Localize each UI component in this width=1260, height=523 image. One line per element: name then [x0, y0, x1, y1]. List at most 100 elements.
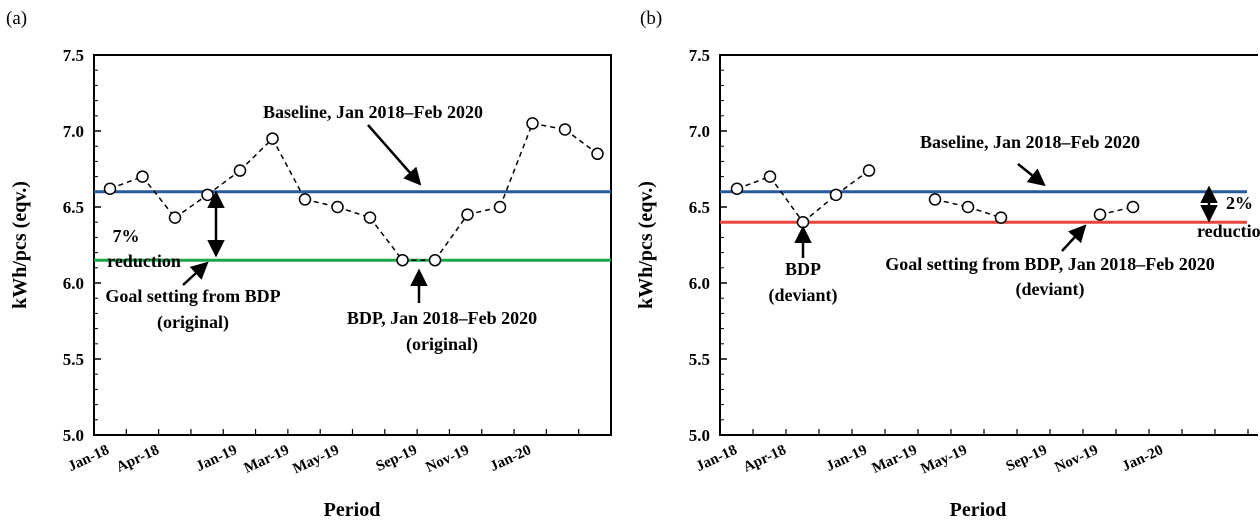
goal-label-a-line2: (original): [157, 312, 229, 333]
series-segment: [174, 194, 208, 219]
data-point: [363, 211, 377, 224]
data-point: [763, 170, 777, 183]
data-point: [493, 200, 507, 214]
data-point: [591, 147, 604, 161]
x-tick-label: Jan-18: [694, 442, 740, 475]
bdp-label-b-line1: BDP: [785, 259, 821, 279]
x-tick-label: Jan-20: [1120, 442, 1166, 475]
y-tick-label: 7.5: [689, 46, 710, 65]
panel-label-a: (a): [6, 8, 27, 29]
baseline-label-b: Baseline, Jan 2018–Feb 2020: [920, 132, 1140, 152]
y-tick-label: 7.0: [689, 122, 710, 141]
baseline-label-a: Baseline, Jan 2018–Feb 2020: [263, 102, 483, 122]
x-tick-label: Sep-19: [374, 442, 420, 475]
series-segment: [434, 214, 469, 261]
series-segment: [835, 169, 870, 196]
data-point: [730, 182, 744, 196]
x-tick-label: Nov-19: [423, 442, 471, 476]
y-tick-label: 6.5: [63, 198, 84, 217]
data-point: [201, 188, 214, 202]
data-point: [862, 164, 876, 177]
series-segment: [207, 169, 241, 196]
data-point: [796, 215, 810, 229]
data-point: [994, 211, 1008, 224]
series-a: [103, 117, 604, 267]
panel-a: (a) 5.05.56.06.57.07.5 Jan-18 Apr-18 Jan-1…: [6, 8, 612, 521]
series-b: [730, 164, 1140, 229]
data-point: [331, 200, 344, 214]
y-tick-label: 7.0: [63, 122, 84, 141]
data-point: [136, 170, 149, 183]
data-point: [168, 211, 182, 224]
y-tick-label: 6.5: [689, 198, 710, 217]
panel-b: (b) 5.05.56.06.57.07.5 Jan-18 Apr-18 Jan-1…: [635, 8, 1260, 521]
data-point: [461, 208, 474, 221]
data-point: [428, 253, 442, 267]
x-tick-label: Jan-19: [194, 442, 240, 475]
y-tick-label: 6.0: [63, 274, 84, 293]
x-tick-label: Jan-18: [66, 442, 112, 475]
x-tick-label: Apr-18: [114, 442, 162, 476]
baseline-arrow-b: [1017, 163, 1046, 187]
series-segment: [271, 138, 306, 200]
data-point: [928, 193, 942, 206]
y-tick-label: 6.0: [689, 274, 710, 293]
x-tick-label: Mar-19: [242, 442, 292, 477]
x-tick-label: Nov-19: [1052, 442, 1100, 476]
y-axis-title-b: kWh/pcs (eqv.): [635, 181, 657, 309]
goal-label-b-line2: (deviant): [1016, 279, 1085, 300]
series-segment: [769, 176, 804, 223]
data-point: [1093, 208, 1107, 221]
y-tick-label: 5.5: [63, 350, 84, 369]
plot-frame-b: [719, 54, 1258, 436]
series-segment: [369, 217, 404, 261]
goal-arrow-b: [1061, 224, 1087, 252]
x-tick-label: Jan-20: [488, 442, 534, 475]
series-segment: [239, 138, 274, 172]
data-point: [298, 193, 312, 206]
y-axis-b: 5.0 5.5 6.0 6.5 7.0 7.5: [689, 46, 727, 445]
goal-label-a-line1: Goal setting from BDP: [105, 286, 280, 306]
x-tick-label: Sep-19: [1004, 442, 1050, 475]
reduction-word-b: reduction: [1197, 221, 1260, 241]
bdp-label-b-line2: (deviant): [769, 285, 838, 306]
x-tick-label: May-19: [918, 442, 969, 477]
y-axis-a: 5.0 5.5 6.0 6.5 7.0 7.5: [63, 46, 101, 445]
x-tick-label: Jan-19: [824, 442, 870, 475]
x-tick-label: Mar-19: [870, 442, 920, 477]
x-tick-label: Apr-18: [741, 442, 789, 476]
x-tick-label: May-19: [290, 442, 341, 477]
y-tick-label: 5.5: [689, 350, 710, 369]
y-axis-title-a: kWh/pcs (eqv.): [9, 181, 31, 309]
data-point: [1126, 200, 1140, 214]
series-segment: [499, 123, 534, 208]
panel-label-b: (b): [640, 8, 662, 29]
series-segment: [141, 176, 176, 219]
data-point: [829, 188, 843, 202]
baseline-arrow-a: [367, 124, 422, 186]
reduction-word-a: reduction: [107, 251, 181, 271]
series-segment: [802, 194, 837, 223]
data-point: [266, 132, 279, 145]
data-point: [526, 117, 539, 130]
bdp-label-a-line2: (original): [406, 334, 478, 355]
goal-label-b-line1: Goal setting from BDP, Jan 2018–Feb 2020: [885, 254, 1215, 274]
bdp-label-a-line1: BDP, Jan 2018–Feb 2020: [347, 308, 537, 328]
reduction-pct-a: 7%: [113, 226, 140, 246]
y-tick-label: 5.0: [63, 426, 84, 445]
y-tick-label: 5.0: [689, 426, 710, 445]
data-point: [233, 164, 247, 177]
data-point: [103, 182, 117, 196]
data-point: [558, 123, 572, 136]
y-tick-label: 7.5: [63, 46, 84, 65]
series-segment: [564, 128, 598, 155]
data-point: [961, 200, 975, 214]
goal-arrow-a: [182, 261, 209, 286]
data-point: [396, 253, 409, 267]
x-axis-title-b: Period: [950, 499, 1007, 521]
x-axis-title-a: Period: [324, 499, 381, 521]
reduction-pct-b: 2%: [1226, 193, 1253, 213]
